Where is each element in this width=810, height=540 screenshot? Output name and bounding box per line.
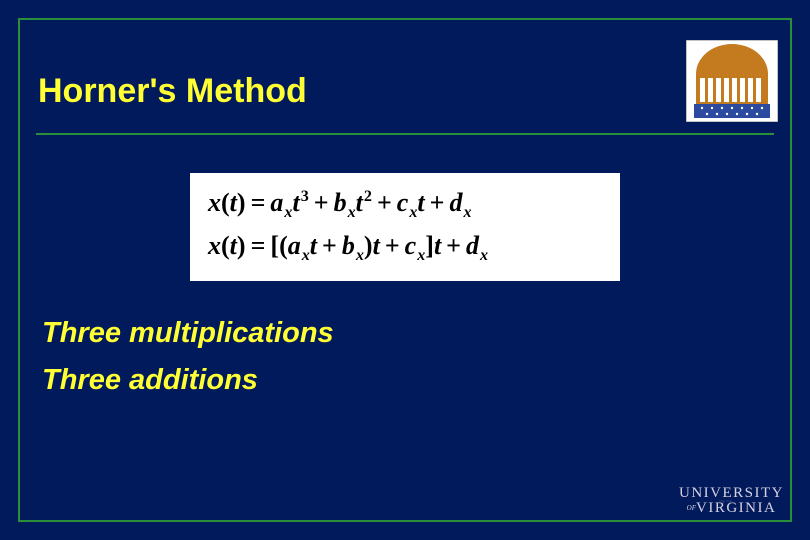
bullet-item: Three additions (42, 364, 790, 397)
equation-line-2: x(t)=[(axt+bx)t+cx]t+dx (208, 226, 602, 269)
equation-box: x(t)=axt3+bxt2+cxt+dx x(t)=[(axt+bx)t+cx… (190, 173, 620, 281)
slide-title: Horner's Method (36, 48, 307, 111)
bullet-list: Three multiplications Three additions (42, 317, 790, 397)
title-underline (36, 133, 774, 135)
uva-wordmark-line2: ofVIRGINIA (679, 501, 784, 516)
slide-frame: Horner's Method (18, 18, 792, 522)
bullet-item: Three multiplications (42, 317, 790, 350)
title-row: Horner's Method (20, 20, 790, 127)
uva-rotunda-logo-icon (686, 40, 778, 127)
equation-container: x(t)=axt3+bxt2+cxt+dx x(t)=[(axt+bx)t+cx… (20, 173, 790, 281)
uva-wordmark-icon: UNIVERSITY ofVIRGINIA (679, 486, 784, 516)
equation-line-1: x(t)=axt3+bxt2+cxt+dx (208, 183, 602, 226)
uva-wordmark-line1: UNIVERSITY (679, 486, 784, 501)
